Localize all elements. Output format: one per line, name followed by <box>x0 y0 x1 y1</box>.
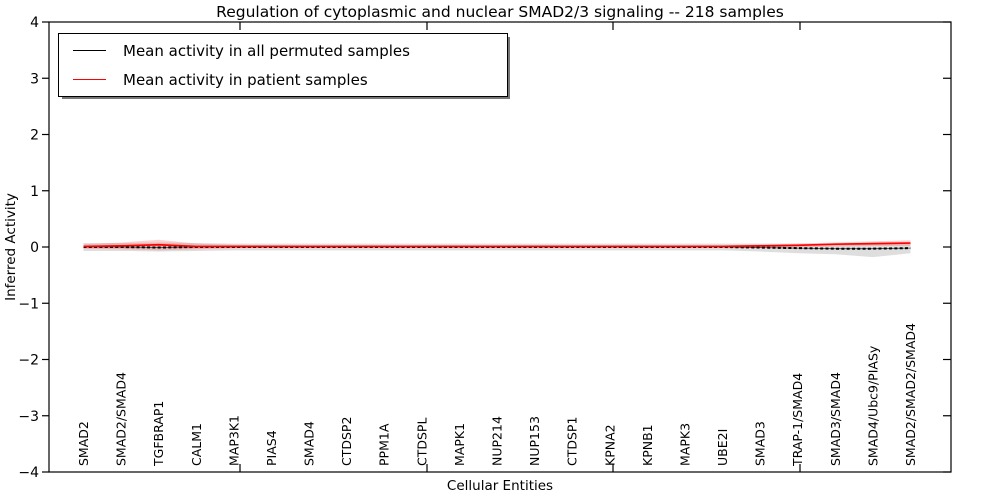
chart-title: Regulation of cytoplasmic and nuclear SM… <box>216 3 784 21</box>
legend: Mean activity in all permuted samples Me… <box>58 33 508 97</box>
x-category-label: PPM1A <box>377 423 392 466</box>
y-tick-label: −4 <box>18 465 39 481</box>
x-category-label: KPNA2 <box>602 424 617 466</box>
x-category-label: MAP3K1 <box>226 415 241 466</box>
x-category-label: TGFBRAP1 <box>151 401 166 467</box>
y-tick-label: 1 <box>30 184 39 200</box>
y-tick-label: −2 <box>18 353 39 369</box>
x-category-label: TRAP-1/SMAD4 <box>790 373 805 467</box>
x-category-label: SMAD4/Ubc9/PIASy <box>865 345 880 466</box>
y-axis-label: Inferred Activity <box>3 193 19 301</box>
x-category-label: CALM1 <box>189 423 204 466</box>
x-category-label: PIAS4 <box>264 430 279 466</box>
legend-item-patient: Mean activity in patient samples <box>59 65 507 94</box>
x-category-label: SMAD3/SMAD4 <box>828 372 843 466</box>
y-tick-label: 4 <box>30 15 39 31</box>
x-category-label: CTDSP2 <box>339 417 354 466</box>
x-category-label: SMAD4 <box>302 421 317 466</box>
x-category-label: NUP214 <box>490 416 505 466</box>
legend-line-sample-red <box>73 79 106 80</box>
legend-label-permuted: Mean activity in all permuted samples <box>123 41 410 60</box>
x-category-label: MAPK3 <box>678 423 693 466</box>
x-category-label: MAPK1 <box>452 423 467 466</box>
y-tick-label: −3 <box>18 409 39 425</box>
x-category-label: CTDSP1 <box>565 417 580 466</box>
series-line-1 <box>83 242 911 248</box>
patient-samples-std-band <box>83 239 911 251</box>
legend-label-patient: Mean activity in patient samples <box>123 70 368 89</box>
x-category-label: SMAD2/SMAD2/SMAD4 <box>903 323 918 466</box>
y-tick-label: 0 <box>30 240 39 256</box>
x-category-label: UBE2I <box>715 429 730 466</box>
legend-line-sample-black <box>73 50 106 51</box>
x-category-label: SMAD2/SMAD4 <box>114 372 129 466</box>
x-category-label: SMAD3 <box>753 421 768 466</box>
y-tick-label: 2 <box>30 128 39 144</box>
y-tick-label: 3 <box>30 71 39 87</box>
y-tick-label: −1 <box>18 296 39 312</box>
x-category-label: SMAD2 <box>76 421 91 466</box>
x-axis-label: Cellular Entities <box>446 478 554 494</box>
x-category-label: KPNB1 <box>640 424 655 466</box>
x-category-label: CTDSPL <box>414 418 429 466</box>
legend-item-permuted: Mean activity in all permuted samples <box>59 36 507 65</box>
x-category-label: NUP153 <box>527 416 542 466</box>
